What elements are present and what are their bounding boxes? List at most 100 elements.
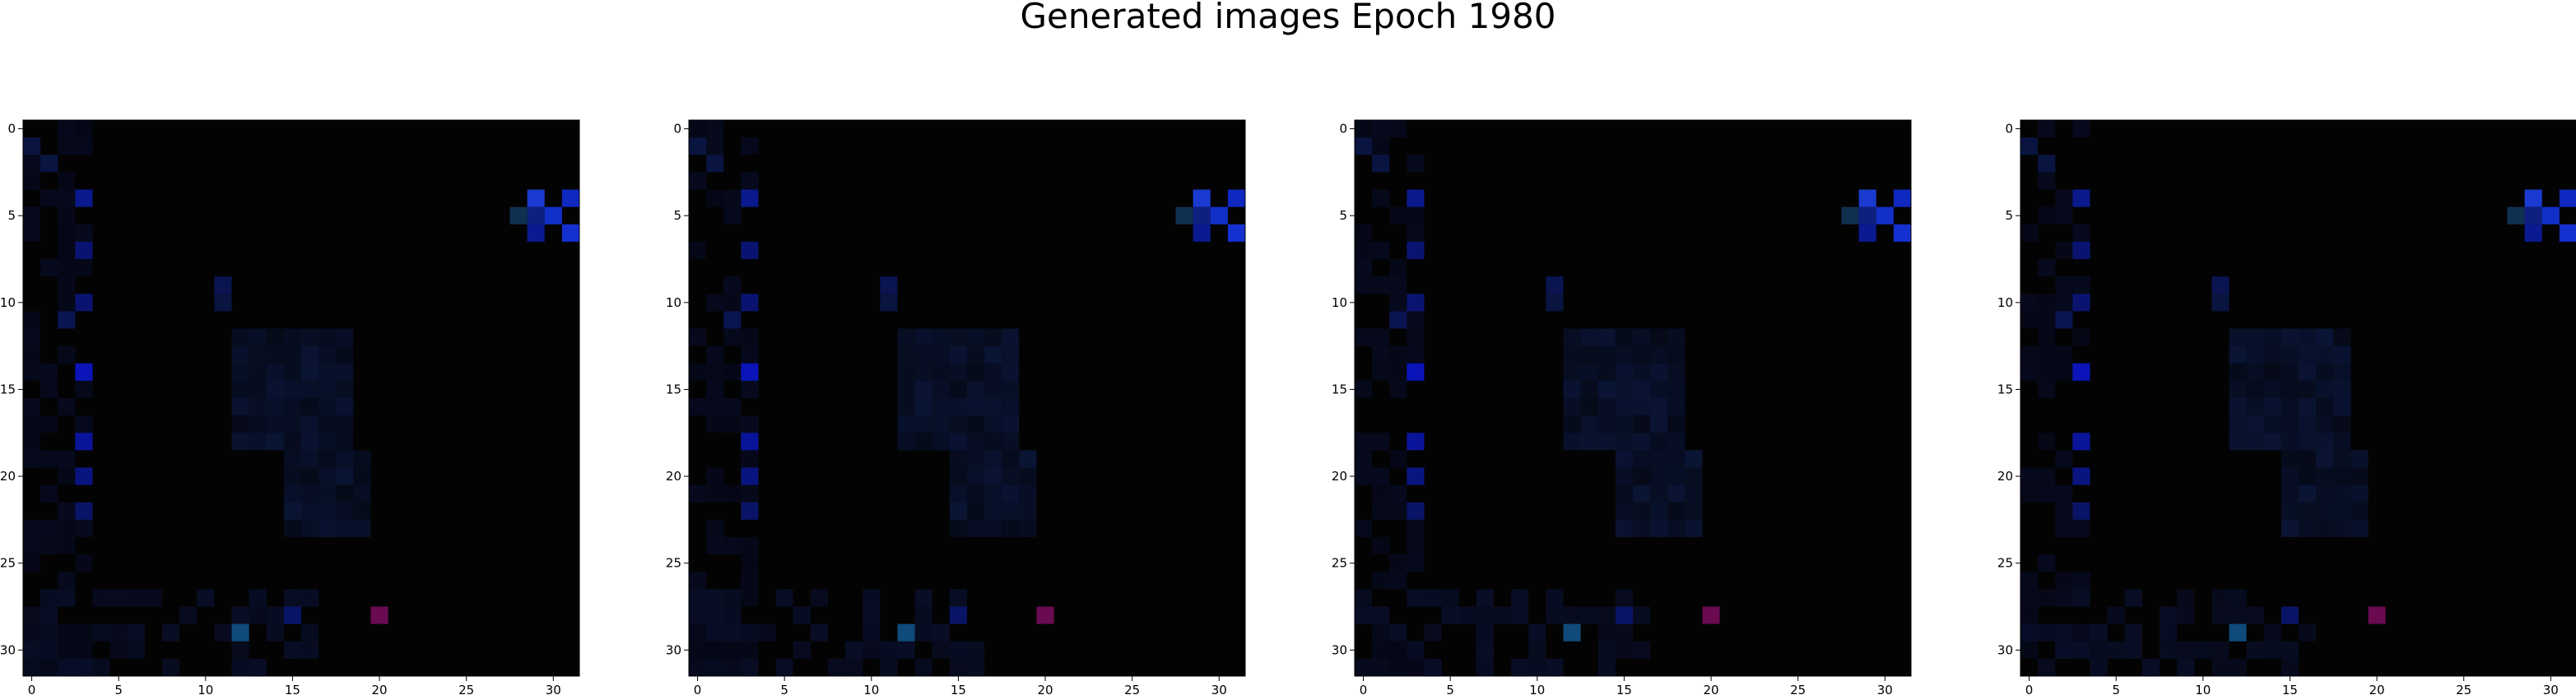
blob-cell — [249, 345, 267, 364]
blob-cell — [1633, 433, 1651, 451]
y-tick-label: 10 — [666, 295, 681, 310]
panel-frame — [1354, 119, 1912, 677]
blob-cell — [2299, 467, 2317, 485]
faint-cell — [723, 189, 742, 207]
y-tick-label: 0 — [673, 122, 681, 137]
faint-cell — [2020, 311, 2039, 329]
faint-cell — [2020, 484, 2039, 503]
faint-cell — [1407, 537, 1425, 555]
faint-cell — [1389, 120, 1407, 138]
faint-cell — [2055, 345, 2073, 364]
blob-cell — [2281, 484, 2299, 503]
blob-cell — [897, 363, 915, 381]
blob-cell — [914, 328, 932, 346]
faint-cell — [40, 537, 58, 555]
faint-cell — [914, 658, 932, 676]
bright-cell — [1858, 224, 1876, 242]
blob-cell — [1650, 415, 1668, 433]
faint-cell — [932, 623, 950, 642]
blob-cell — [336, 328, 354, 346]
bright-cell — [1615, 606, 1633, 624]
blob-cell — [2299, 450, 2317, 468]
faint-cell — [723, 641, 742, 659]
blob-cell — [1563, 398, 1581, 416]
faint-cell — [23, 641, 41, 659]
faint-cell — [863, 641, 881, 659]
faint-cell — [1372, 137, 1390, 155]
bright-cell — [75, 294, 93, 312]
blob-cell — [984, 363, 1002, 381]
faint-cell — [283, 589, 301, 607]
faint-cell — [967, 641, 985, 659]
faint-cell — [741, 345, 759, 364]
faint-cell — [706, 641, 724, 659]
blob-cell — [1667, 328, 1686, 346]
bright-cell — [897, 623, 915, 642]
x-tick-label: 25 — [2456, 683, 2471, 695]
faint-cell — [706, 484, 724, 503]
faint-cell — [2211, 589, 2230, 607]
blob-cell — [283, 380, 301, 398]
faint-cell — [2124, 623, 2142, 642]
faint-cell — [1389, 206, 1407, 225]
faint-cell — [2107, 641, 2125, 659]
blob-cell — [2281, 398, 2299, 416]
blob-cell — [2316, 450, 2334, 468]
faint-cell — [741, 484, 759, 503]
blob-cell — [932, 328, 950, 346]
blob-cell — [2299, 345, 2317, 364]
blob-cell — [319, 415, 337, 433]
x-tick-label: 15 — [1616, 683, 1632, 695]
blob-cell — [319, 484, 337, 503]
bright-cell — [1858, 206, 1876, 225]
blob-cell — [967, 433, 985, 451]
blob-cell — [249, 398, 267, 416]
bright-cell — [527, 206, 545, 225]
blob-cell — [2263, 398, 2281, 416]
blob-cell — [1563, 363, 1581, 381]
faint-cell — [58, 658, 76, 676]
faint-cell — [1511, 589, 1529, 607]
faint-cell — [1476, 589, 1494, 607]
blob-cell — [283, 345, 301, 364]
faint-cell — [706, 658, 724, 676]
blob-cell — [984, 380, 1002, 398]
faint-cell — [2160, 606, 2178, 624]
blob-cell — [1650, 345, 1668, 364]
blob-cell — [2316, 467, 2334, 485]
blob-cell — [1633, 345, 1651, 364]
blob-cell — [2229, 433, 2247, 451]
blob-cell — [283, 467, 301, 485]
faint-cell — [1372, 363, 1390, 381]
blob-cell — [283, 328, 301, 346]
bright-cell — [2559, 189, 2576, 207]
blob-cell — [1685, 484, 1703, 503]
blob-cell — [266, 415, 284, 433]
blob-cell — [2333, 502, 2351, 520]
faint-cell — [1597, 623, 1616, 642]
blob-cell — [984, 433, 1002, 451]
blob-cell — [336, 467, 354, 485]
faint-cell — [40, 658, 58, 676]
faint-cell — [197, 589, 215, 607]
faint-cell — [1528, 641, 1546, 659]
faint-cell — [1476, 658, 1494, 676]
faint-cell — [2090, 658, 2108, 676]
blob-cell — [914, 433, 932, 451]
blob-cell — [266, 328, 284, 346]
blob-cell — [2333, 398, 2351, 416]
blob-cell — [266, 345, 284, 364]
y-tick-label: 30 — [1997, 642, 2013, 657]
blob-cell — [1002, 398, 1020, 416]
bright-cell — [723, 311, 742, 329]
y-tick-label: 10 — [1997, 295, 2013, 310]
blob-cell — [283, 433, 301, 451]
faint-cell — [689, 363, 707, 381]
faint-cell — [2072, 641, 2090, 659]
heatmap-panel-1: 0 5 10 15 20 25 30 0 5 10 15 20 25 30 — [0, 119, 580, 695]
faint-cell — [2229, 658, 2247, 676]
blob-cell — [2263, 433, 2281, 451]
blob-cell — [2350, 519, 2369, 537]
blob-cell — [231, 363, 249, 381]
faint-cell — [23, 415, 41, 433]
